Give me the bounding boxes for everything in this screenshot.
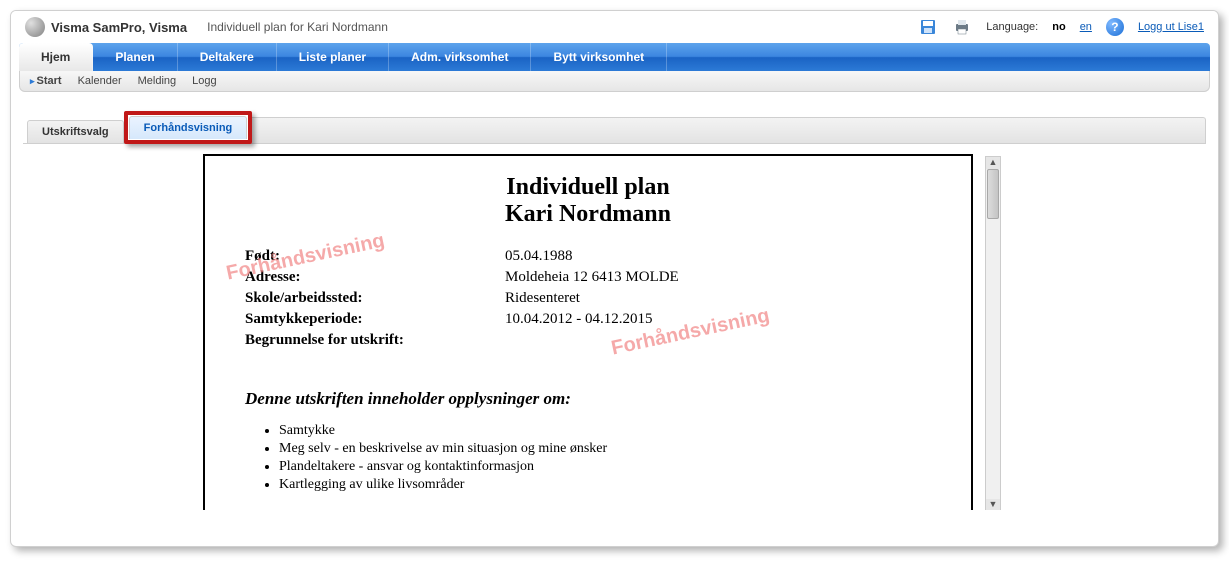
scroll-thumb[interactable] — [987, 169, 999, 219]
app-logo-icon — [25, 17, 45, 37]
nav-tab-liste-planer[interactable]: Liste planer — [277, 43, 389, 71]
content-tab-row: Utskriftsvalg Forhåndsvisning — [23, 110, 1206, 144]
list-item: Plandeltakere - ansvar og kontaktinforma… — [279, 459, 931, 475]
info-label: Født: — [245, 248, 505, 265]
help-icon[interactable]: ? — [1106, 18, 1124, 36]
sub-nav: Start Kalender Melding Logg — [19, 71, 1210, 92]
language-no: no — [1052, 21, 1065, 33]
header-bar: Visma SamPro, Visma Individuell plan for… — [11, 11, 1218, 41]
document-preview: Forhåndsvisning Forhåndsvisning Individu… — [203, 154, 973, 514]
nav-tab-adm-virksomhet[interactable]: Adm. virksomhet — [389, 43, 531, 71]
header-tools: Language: no en ? Logg ut Lise1 — [918, 17, 1204, 37]
preview-scrollbar[interactable]: ▲ ▼ — [985, 156, 1001, 512]
nav-tab-deltakere[interactable]: Deltakere — [178, 43, 277, 71]
tab-forhandsvisning[interactable]: Forhåndsvisning — [129, 116, 248, 139]
save-icon[interactable] — [918, 17, 938, 37]
page-subtitle: Individuell plan for Kari Nordmann — [207, 20, 388, 34]
doc-bullet-list: Samtykke Meg selv - en beskrivelse av mi… — [279, 423, 931, 493]
tab-utskriftsvalg[interactable]: Utskriftsvalg — [27, 120, 124, 143]
info-row: Begrunnelse for utskrift: — [245, 332, 931, 349]
info-value: 05.04.1988 — [505, 248, 573, 265]
doc-section-heading: Denne utskriften inneholder opplysninger… — [245, 389, 931, 409]
logout-link[interactable]: Logg ut Lise1 — [1138, 21, 1204, 33]
info-row: Skole/arbeidssted: Ridesenteret — [245, 290, 931, 307]
tab-highlight-box: Forhåndsvisning — [124, 111, 253, 144]
info-label: Begrunnelse for utskrift: — [245, 332, 505, 349]
info-label: Skole/arbeidssted: — [245, 290, 505, 307]
app-title: Visma SamPro, Visma — [51, 20, 187, 35]
language-label: Language: — [986, 21, 1038, 33]
info-row: Født: 05.04.1988 — [245, 248, 931, 265]
info-label: Adresse: — [245, 269, 505, 286]
doc-person-name: Kari Nordmann — [245, 201, 931, 228]
language-en-link[interactable]: en — [1080, 21, 1092, 33]
preview-area: Forhåndsvisning Forhåndsvisning Individu… — [23, 144, 1206, 514]
info-row: Adresse: Moldeheia 12 6413 MOLDE — [245, 269, 931, 286]
info-value: Moldeheia 12 6413 MOLDE — [505, 269, 679, 286]
content-area: Utskriftsvalg Forhåndsvisning Forhåndsvi… — [11, 92, 1218, 514]
scroll-down-icon[interactable]: ▼ — [986, 499, 1000, 511]
torn-edge-decoration — [17, 510, 1212, 540]
subnav-start[interactable]: Start — [30, 75, 62, 87]
subnav-logg[interactable]: Logg — [192, 75, 216, 87]
print-icon[interactable] — [952, 17, 972, 37]
info-row: Samtykkeperiode: 10.04.2012 - 04.12.2015 — [245, 311, 931, 328]
nav-tab-planen[interactable]: Planen — [93, 43, 177, 71]
nav-tab-hjem[interactable]: Hjem — [19, 43, 93, 71]
app-window: Visma SamPro, Visma Individuell plan for… — [10, 10, 1219, 547]
scroll-up-icon[interactable]: ▲ — [986, 157, 1000, 169]
info-label: Samtykkeperiode: — [245, 311, 505, 328]
info-value: 10.04.2012 - 04.12.2015 — [505, 311, 653, 328]
list-item: Kartlegging av ulike livsområder — [279, 477, 931, 493]
info-value: Ridesenteret — [505, 290, 580, 307]
list-item: Meg selv - en beskrivelse av min situasj… — [279, 441, 931, 457]
list-item: Samtykke — [279, 423, 931, 439]
main-nav: Hjem Planen Deltakere Liste planer Adm. … — [19, 43, 1210, 71]
doc-title: Individuell plan — [245, 174, 931, 201]
tab-filler — [252, 117, 1206, 143]
nav-tab-bytt-virksomhet[interactable]: Bytt virksomhet — [531, 43, 667, 71]
subnav-kalender[interactable]: Kalender — [78, 75, 122, 87]
subnav-melding[interactable]: Melding — [138, 75, 177, 87]
